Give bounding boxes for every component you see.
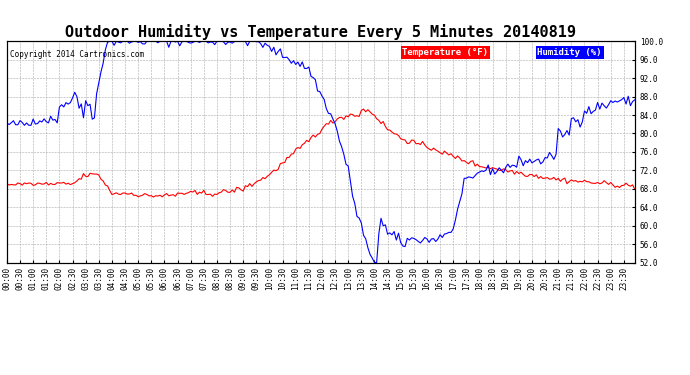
Text: Temperature (°F): Temperature (°F) — [402, 48, 489, 57]
Text: Copyright 2014 Cartronics.com: Copyright 2014 Cartronics.com — [10, 50, 144, 59]
Text: Humidity (%): Humidity (%) — [538, 48, 602, 57]
Title: Outdoor Humidity vs Temperature Every 5 Minutes 20140819: Outdoor Humidity vs Temperature Every 5 … — [66, 24, 576, 40]
